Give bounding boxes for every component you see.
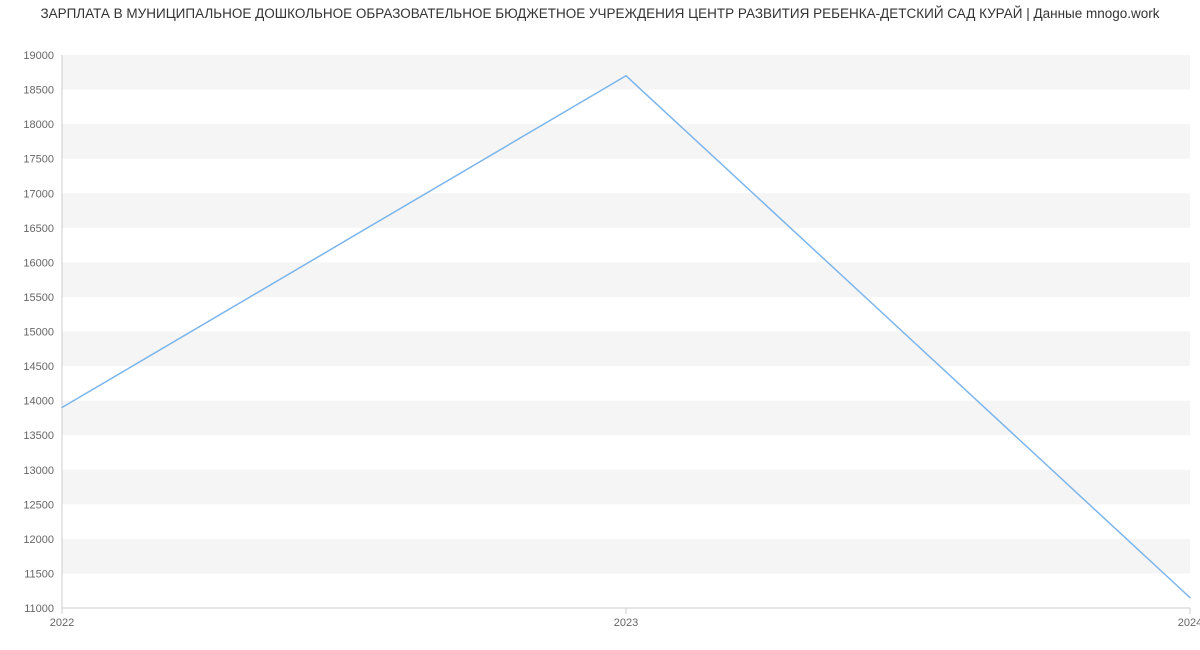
x-tick-label: 2023 (614, 617, 638, 629)
y-tick-label: 12500 (23, 499, 54, 511)
y-tick-label: 14500 (23, 361, 54, 373)
y-tick-label: 12000 (23, 534, 54, 546)
y-tick-label: 13500 (23, 430, 54, 442)
y-tick-label: 19000 (23, 50, 54, 62)
y-tick-label: 17000 (23, 188, 54, 200)
y-tick-label: 13000 (23, 465, 54, 477)
plot-area: 11000 11500 12000 12500 13000 13500 14000 14500… (0, 0, 1200, 650)
x-tick-label: 2024 (1178, 617, 1200, 629)
x-tick-label: 2022 (50, 617, 74, 629)
y-tick-label: 16000 (23, 257, 54, 269)
y-tick-label: 18500 (23, 85, 54, 97)
y-tick-label: 16500 (23, 223, 54, 235)
y-tick-label: 15000 (23, 327, 54, 339)
y-tick-label: 11500 (24, 568, 54, 580)
y-tick-label: 15500 (23, 292, 54, 304)
y-tick-label: 14000 (23, 396, 54, 408)
y-tick-label: 11000 (24, 603, 54, 615)
y-tick-label: 17500 (23, 154, 54, 166)
salary-chart: { "chart": { "type": "line", "title": "З… (0, 0, 1200, 650)
y-tick-label: 18000 (23, 119, 54, 131)
